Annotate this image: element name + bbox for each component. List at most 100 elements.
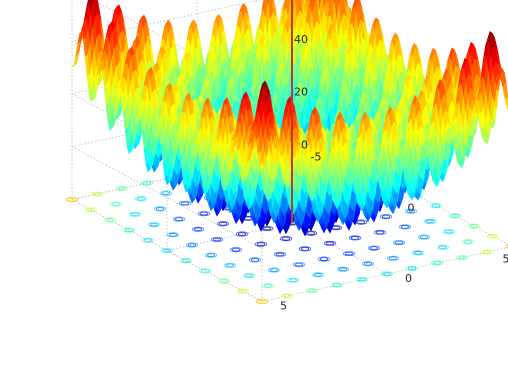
contour-ring: [105, 218, 115, 222]
contour-ring: [455, 254, 469, 261]
contour-ring: [355, 276, 369, 283]
contour-ring: [323, 240, 337, 246]
contour-ring: [140, 180, 154, 186]
contour-ring: [319, 257, 329, 261]
wall-grid-line: [71, 146, 263, 250]
contour-ring: [356, 220, 366, 224]
contour-ring: [130, 212, 140, 217]
contour-ring: [162, 248, 172, 253]
contour-ring: [380, 271, 394, 277]
contour-ring: [300, 247, 310, 251]
contour-ring: [444, 229, 454, 234]
contour-ring: [92, 192, 102, 196]
contour-ring: [244, 273, 254, 278]
contour-ring: [191, 226, 205, 232]
contour-ring: [161, 191, 171, 195]
contour-ring: [448, 213, 462, 219]
contour-ring: [350, 236, 360, 240]
contour-ring: [153, 206, 167, 212]
contour-ring: [197, 211, 211, 217]
contour-ring: [305, 287, 319, 294]
contour-ring: [405, 265, 419, 272]
contour-ring: [261, 283, 275, 289]
contour-ring: [218, 222, 228, 226]
contour-ring: [336, 266, 350, 272]
contour-ring: [250, 258, 260, 262]
contour-ring: [141, 237, 155, 243]
contour-ring: [417, 234, 431, 240]
contour-ring: [423, 218, 437, 224]
contour-ring: [67, 197, 77, 202]
contour-ring: [223, 262, 237, 268]
contour-ring: [404, 208, 418, 214]
contour-ring: [361, 261, 375, 267]
contour-ring: [90, 191, 104, 197]
contour-ring: [307, 288, 317, 293]
contour-ring: [367, 245, 381, 251]
contour-ring: [488, 234, 498, 239]
contour-ring: [263, 284, 273, 288]
contour-ring: [432, 261, 442, 265]
contour-ring: [436, 244, 450, 250]
contour-ring: [124, 228, 134, 232]
contour-ring: [382, 272, 392, 276]
contour-ring: [142, 181, 152, 185]
contour-ring: [166, 232, 180, 238]
contour-ring: [229, 247, 243, 253]
contour-ring: [292, 262, 306, 268]
contour-ring: [275, 252, 285, 257]
contour-ring: [311, 272, 325, 278]
contour-ring: [425, 219, 435, 224]
contour-ring: [231, 247, 241, 252]
contour-ring: [386, 255, 400, 261]
contour-ring: [256, 242, 266, 246]
wall-grid-line: [71, 199, 263, 302]
contour-ring: [298, 246, 312, 252]
contour-ring: [86, 207, 96, 212]
contour-ring: [193, 227, 203, 232]
contour-ring: [262, 226, 272, 231]
contour-ring: [200, 269, 210, 273]
contour-ring: [286, 277, 300, 283]
contour-ring: [65, 196, 79, 203]
contour-ring: [469, 224, 479, 228]
contour-ring: [134, 196, 148, 202]
contour-ring: [379, 214, 393, 220]
contour-ring: [419, 235, 429, 239]
contour-ring: [115, 185, 129, 192]
contour-ring: [147, 222, 161, 228]
contour-ring: [400, 225, 410, 229]
contour-ring: [206, 253, 216, 257]
contour-ring: [430, 260, 444, 266]
contour-ring: [394, 240, 404, 245]
contour-ring: [288, 278, 298, 283]
contour-ring: [216, 221, 230, 227]
contour-ring: [219, 279, 229, 283]
contour-ring: [482, 250, 492, 254]
contour-ring: [187, 243, 197, 247]
contour-ring: [413, 251, 423, 255]
contour-ring: [363, 262, 373, 266]
contour-ring: [280, 293, 294, 299]
contour-ring: [281, 236, 291, 241]
contour-ring: [149, 222, 159, 227]
contour-ring: [159, 190, 173, 196]
contour-ring: [267, 267, 281, 273]
contour-ring: [450, 214, 460, 218]
contour-ring: [143, 238, 153, 243]
contour-ring: [174, 217, 184, 221]
contour-ring: [373, 229, 387, 235]
contour-ring: [438, 245, 448, 250]
contour-ring: [217, 278, 231, 284]
contour-ring: [461, 239, 475, 245]
contour-ring: [463, 240, 473, 244]
contour-ring: [317, 256, 331, 262]
contour-ring: [136, 196, 146, 201]
contour-ring: [313, 273, 323, 277]
contour-ring: [282, 294, 292, 298]
contour-ring: [406, 209, 416, 213]
contour-ring: [467, 223, 481, 229]
surface-mesh: [71, 0, 508, 237]
